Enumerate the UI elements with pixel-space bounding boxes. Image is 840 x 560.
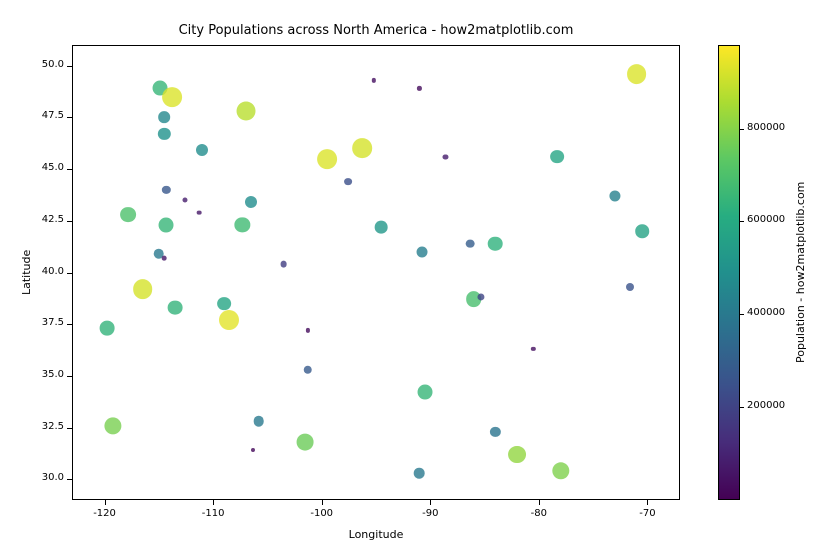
colorbar-label: Population - how2matplotlib.com bbox=[794, 45, 807, 500]
colorbar-tick-mark bbox=[740, 221, 744, 222]
scatter-point bbox=[414, 468, 425, 479]
scatter-point bbox=[251, 448, 255, 452]
y-axis-label: Latitude bbox=[20, 45, 33, 500]
y-tick-mark bbox=[67, 324, 72, 325]
scatter-point bbox=[236, 102, 255, 121]
scatter-point bbox=[197, 210, 202, 215]
x-tick-label: -70 bbox=[627, 508, 667, 519]
scatter-point bbox=[417, 385, 432, 400]
scatter-point bbox=[219, 310, 239, 330]
scatter-point bbox=[297, 434, 314, 451]
colorbar-tick-label: 400000 bbox=[747, 307, 785, 318]
y-tick-label: 30.0 bbox=[42, 472, 64, 483]
y-tick-mark bbox=[67, 376, 72, 377]
scatter-point bbox=[253, 416, 264, 427]
x-tick-mark bbox=[322, 500, 323, 505]
x-tick-mark bbox=[539, 500, 540, 505]
y-tick-label: 32.5 bbox=[42, 421, 64, 432]
scatter-point bbox=[162, 256, 167, 261]
y-tick-label: 35.0 bbox=[42, 369, 64, 380]
x-tick-label: -100 bbox=[302, 508, 342, 519]
y-tick-label: 50.0 bbox=[42, 59, 64, 70]
scatter-point bbox=[466, 239, 475, 248]
scatter-point bbox=[375, 221, 388, 234]
x-tick-mark bbox=[213, 500, 214, 505]
y-tick-mark bbox=[67, 169, 72, 170]
colorbar-tick-label: 800000 bbox=[747, 122, 785, 133]
x-tick-mark bbox=[647, 500, 648, 505]
scatter-point bbox=[217, 297, 231, 311]
scatter-point bbox=[317, 149, 337, 169]
colorbar-tick-mark bbox=[740, 407, 744, 408]
scatter-point bbox=[159, 217, 174, 232]
x-tick-label: -80 bbox=[519, 508, 559, 519]
y-tick-mark bbox=[67, 479, 72, 480]
scatter-point bbox=[352, 139, 372, 159]
scatter-point bbox=[443, 154, 448, 159]
scatter-point bbox=[196, 144, 208, 156]
y-tick-label: 42.5 bbox=[42, 214, 64, 225]
scatter-point bbox=[162, 87, 182, 107]
scatter-point bbox=[245, 196, 257, 208]
scatter-point bbox=[344, 178, 352, 186]
x-tick-label: -90 bbox=[410, 508, 450, 519]
y-tick-mark bbox=[67, 221, 72, 222]
scatter-point bbox=[168, 300, 183, 315]
y-tick-mark bbox=[67, 117, 72, 118]
x-axis-label: Longitude bbox=[72, 528, 680, 541]
scatter-point bbox=[508, 446, 526, 464]
x-tick-label: -120 bbox=[85, 508, 125, 519]
scatter-point bbox=[99, 321, 114, 336]
colorbar-tick-mark bbox=[740, 129, 744, 130]
x-tick-label: -110 bbox=[193, 508, 233, 519]
y-tick-label: 40.0 bbox=[42, 266, 64, 277]
scatter-point bbox=[488, 236, 503, 251]
scatter-point bbox=[133, 279, 153, 299]
colorbar bbox=[718, 45, 740, 500]
y-tick-label: 45.0 bbox=[42, 162, 64, 173]
y-tick-mark bbox=[67, 273, 72, 274]
scatter-point bbox=[158, 112, 170, 124]
colorbar-tick-label: 600000 bbox=[747, 214, 785, 225]
colorbar-tick-mark bbox=[740, 314, 744, 315]
x-tick-mark bbox=[430, 500, 431, 505]
scatter-point bbox=[182, 198, 187, 203]
scatter-point bbox=[416, 246, 427, 257]
scatter-point bbox=[280, 261, 287, 268]
scatter-point bbox=[550, 150, 564, 164]
scatter-point bbox=[626, 283, 634, 291]
scatter-point bbox=[121, 207, 137, 223]
y-tick-label: 47.5 bbox=[42, 110, 64, 121]
y-tick-mark bbox=[67, 66, 72, 67]
y-tick-label: 37.5 bbox=[42, 317, 64, 328]
scatter-point bbox=[627, 64, 647, 84]
x-tick-mark bbox=[105, 500, 106, 505]
scatter-point bbox=[303, 365, 312, 374]
y-tick-mark bbox=[67, 428, 72, 429]
chart-title: City Populations across North America - … bbox=[72, 23, 680, 38]
colorbar-tick-label: 200000 bbox=[747, 400, 785, 411]
scatter-point bbox=[635, 224, 649, 238]
